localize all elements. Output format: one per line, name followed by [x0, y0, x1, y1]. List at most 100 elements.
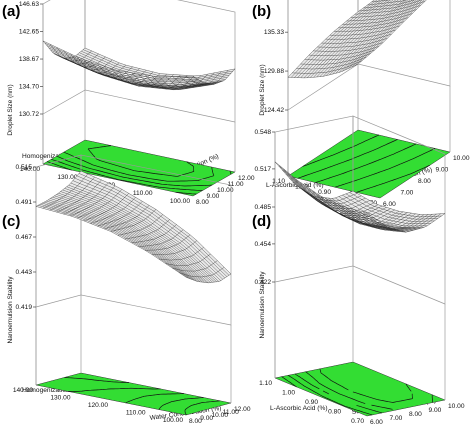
- panel-d-y-axis-title: L-Ascorbic Acid (%): [270, 405, 328, 412]
- x-tick-label: 11.00: [223, 409, 239, 416]
- panel-c-z-axis-title: Nanoemulsion Stability: [7, 276, 14, 344]
- z-tick-label: 0.548: [254, 129, 271, 136]
- z-tick-label: 0.422: [254, 279, 271, 286]
- surface-fill: [275, 161, 445, 233]
- floor-contour: [46, 161, 197, 195]
- z-tick-label: 130.72: [19, 111, 40, 118]
- x-tick-label: 10.00: [217, 187, 234, 194]
- back-wall-right: [84, 0, 236, 123]
- surface-mesh: [287, 0, 427, 79]
- z-tick-label: 0.517: [254, 166, 271, 173]
- y-tick-label: 130.00: [57, 174, 78, 181]
- z-tick-label: 135.33: [264, 29, 285, 36]
- panel-d: (d) Nanoemulsion Stability Surfactant Co…: [252, 115, 465, 426]
- z-tick-label: 0.454: [254, 241, 271, 248]
- x-tick-label: 9.00: [436, 167, 449, 174]
- floor-contour: [67, 387, 161, 392]
- x-tick-label: 8.00: [189, 418, 202, 425]
- panel-a: (a) Droplet Size (nm) Water Concentratio…: [2, 0, 255, 206]
- back-wall-right: [80, 154, 232, 326]
- floor-contour: [288, 375, 373, 416]
- x-tick-label: 12.00: [234, 406, 251, 413]
- panel-a-label: (a): [2, 3, 20, 20]
- x-tick-label: 11.00: [228, 181, 244, 188]
- surface-fill: [36, 171, 231, 283]
- y-tick-label: 0.80: [328, 409, 341, 416]
- floor-contour: [294, 373, 383, 414]
- floor-contour: [87, 145, 195, 177]
- y-tick-label: 100.00: [163, 417, 184, 424]
- y-tick-label: 120.00: [88, 402, 109, 409]
- x-tick-label: 10.00: [212, 412, 229, 419]
- floor-contour: [302, 134, 380, 167]
- panel-c-label: (c): [2, 213, 20, 230]
- z-tick-label: 138.67: [19, 56, 40, 63]
- y-tick-label: 130.00: [50, 395, 71, 402]
- floor-contour: [297, 139, 398, 179]
- floor-contour: [56, 155, 232, 187]
- y-tick-label: 1.10: [259, 380, 272, 387]
- surface-mesh: [35, 170, 232, 284]
- z-tick-label: 0.485: [254, 204, 271, 211]
- y-tick-label: 0.70: [351, 418, 364, 425]
- z-tick-label: 0.443: [15, 269, 32, 276]
- z-tick-label: 0.515: [15, 164, 32, 171]
- floor-contour: [51, 158, 203, 191]
- x-tick-label: 8.00: [196, 199, 209, 206]
- floor-contour: [305, 371, 434, 410]
- z-tick-label: 146.63: [19, 1, 40, 8]
- z-tick-label: 0.491: [15, 199, 32, 206]
- panel-b-z-axis-title: Droplet Size (nm): [259, 64, 266, 115]
- panel-b: (b) Droplet Size (nm) Surfactant Concent…: [252, 0, 470, 208]
- z-tick-label: 124.42: [264, 107, 285, 114]
- x-tick-label: 6.00: [383, 201, 396, 208]
- y-tick-label: 100.00: [170, 198, 191, 205]
- floor-contour: [184, 400, 221, 416]
- y-tick-label: 140.00: [20, 166, 41, 173]
- x-tick-label: 6.00: [370, 419, 383, 426]
- floor-contour: [319, 368, 413, 403]
- floor-contour: [281, 376, 297, 388]
- floor-contour: [356, 164, 431, 193]
- x-tick-label: 9.00: [429, 407, 442, 414]
- y-tick-label: 1.00: [282, 390, 295, 397]
- y-tick-label: 110.00: [126, 410, 146, 417]
- panel-c: (c) Nanoemulsion Stability Water Concent…: [2, 154, 251, 425]
- x-tick-label: 8.00: [418, 178, 431, 185]
- z-tick-label: 0.467: [15, 234, 32, 241]
- z-tick-label: 0.419: [15, 304, 32, 311]
- z-tick-label: 134.70: [19, 83, 40, 90]
- x-tick-label: 9.00: [207, 193, 220, 200]
- x-tick-label: 8.00: [409, 411, 422, 418]
- surface-fill: [43, 40, 235, 85]
- floor-contour: [158, 397, 204, 410]
- x-tick-label: 10.00: [453, 155, 470, 162]
- y-tick-label: 0.90: [318, 189, 331, 196]
- floor-contour: [334, 148, 436, 188]
- panel-b-y-axis-title: L-Ascorbic Acid (%): [266, 182, 324, 189]
- y-tick-label: 110.00: [133, 190, 153, 197]
- surface-mesh: [42, 40, 236, 90]
- z-tick-label: 142.65: [19, 29, 40, 36]
- z-tick-label: 129.88: [264, 68, 285, 75]
- y-tick-label: 1.10: [272, 178, 285, 185]
- floor-contour: [315, 143, 417, 183]
- back-wall-right: [357, 0, 451, 87]
- panel-d-label: (d): [252, 213, 271, 230]
- floor-contour: [63, 151, 215, 182]
- panel-d-z-axis-title: Nanoemulsion Stability: [259, 271, 266, 339]
- x-tick-label: 12.00: [238, 175, 255, 182]
- x-tick-label: 7.00: [401, 190, 414, 197]
- back-wall-right: [352, 115, 446, 305]
- x-tick-label: 9.00: [200, 415, 213, 422]
- floor-contour: [125, 393, 185, 404]
- x-tick-label: 10.00: [448, 403, 465, 410]
- surface-fill: [288, 0, 427, 78]
- x-tick-label: 7.00: [390, 415, 403, 422]
- y-tick-label: 0.90: [305, 399, 318, 406]
- panel-b-label: (b): [252, 3, 271, 20]
- y-tick-label: 140.00: [13, 387, 34, 394]
- floor-contour: [64, 377, 130, 383]
- surface-mesh: [274, 161, 446, 233]
